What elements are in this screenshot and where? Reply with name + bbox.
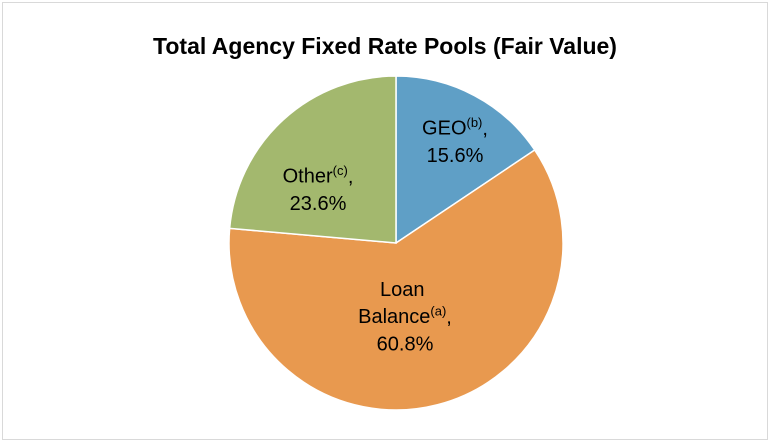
label-mark: (b) [467,115,483,130]
value-label: 60.8% [377,333,434,355]
label-separator: , [482,118,488,140]
value-label: 23.6% [290,193,347,215]
slice-label: Other [283,166,333,188]
label-mark: (a) [430,303,446,318]
chart-title: Total Agency Fixed Rate Pools (Fair Valu… [153,33,617,59]
label-separator: , [446,306,452,328]
value-label: 15.6% [427,145,484,167]
label-separator: , [348,166,354,188]
pie-slice [228,75,397,244]
slice-label: GEO [422,118,466,140]
pie-slice [228,148,564,411]
slice-label: Loan Balance [358,279,430,328]
label-mark: (c) [333,163,348,178]
pie-slice [395,75,536,245]
